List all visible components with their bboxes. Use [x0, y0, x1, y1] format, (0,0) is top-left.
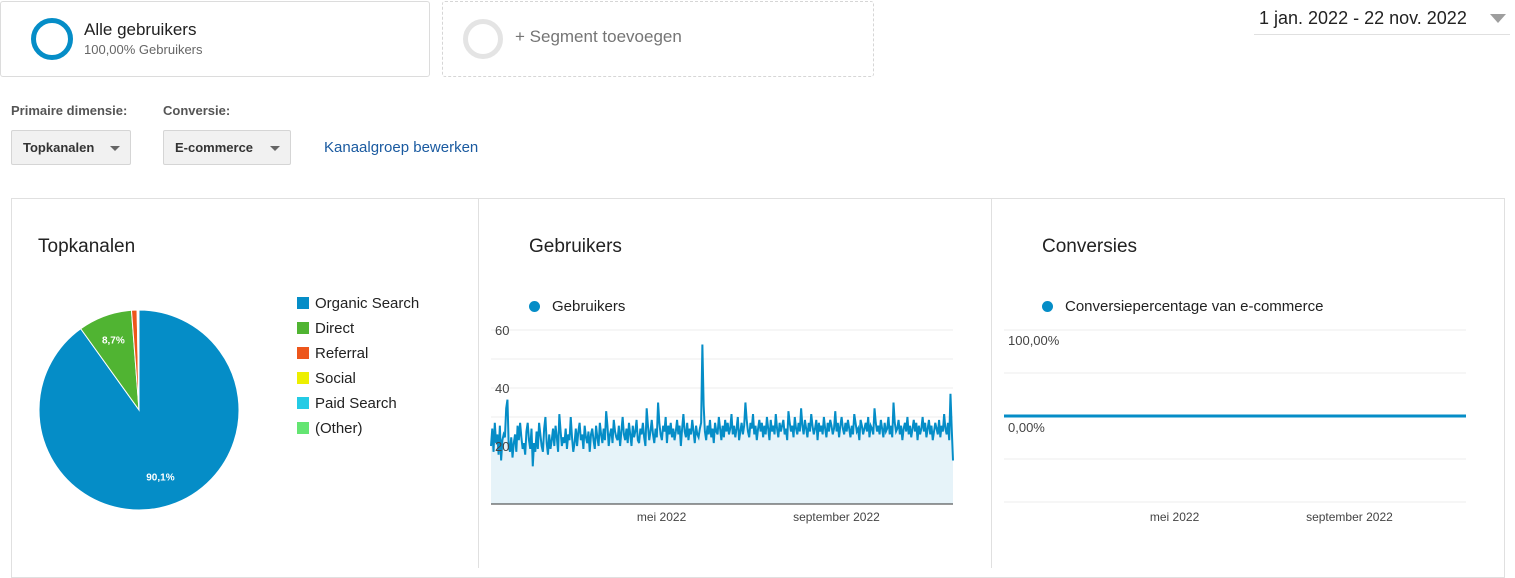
empty-segment-ring-icon	[463, 19, 503, 59]
legend-swatch-icon	[297, 372, 309, 384]
y-tick-label: 60	[495, 323, 509, 338]
legend-label: Organic Search	[315, 295, 420, 312]
pie-label-organic-search: 90,1%	[146, 473, 174, 484]
gebruikers-title: Gebruikers	[529, 236, 622, 257]
date-range-picker[interactable]: 1 jan. 2022 - 22 nov. 2022	[1254, 6, 1510, 35]
conversion-label: Conversie:	[163, 103, 231, 118]
legend-label: Referral	[315, 345, 369, 362]
conversies-line-chart: 100,00% 0,00% mei 2022 september 2022	[1004, 329, 1466, 524]
x-tick-label: mei 2022	[1150, 510, 1200, 524]
segment-ring-icon	[31, 18, 73, 60]
add-segment-card[interactable]: + Segment toevoegen	[442, 1, 874, 77]
topkanalen-pie-chart: 90,1% 8,7%	[38, 309, 240, 511]
gebruikers-legend-label: Gebruikers	[552, 298, 626, 315]
chevron-down-icon	[1490, 14, 1506, 23]
gebruikers-area-fill	[491, 344, 953, 504]
y-tick-label: 40	[495, 381, 509, 396]
series-dot-icon	[1042, 301, 1053, 312]
pie-label-direct: 8,7%	[102, 336, 125, 347]
date-range-text: 1 jan. 2022 - 22 nov. 2022	[1259, 8, 1467, 28]
segment-card-all-users[interactable]: Alle gebruikers 100,00% Gebruikers	[0, 1, 430, 77]
primary-dimension-value: Topkanalen	[23, 140, 95, 155]
legend-swatch-icon	[297, 397, 309, 409]
primary-dimension-dropdown[interactable]: Topkanalen	[11, 130, 131, 165]
add-segment-button[interactable]: + Segment toevoegen	[515, 27, 682, 46]
x-tick-label: september 2022	[793, 510, 880, 524]
primary-dimension-label: Primaire dimensie:	[11, 103, 128, 118]
pie-slice-other[interactable]	[137, 309, 140, 411]
y-tick-label: 0,00%	[1008, 420, 1045, 435]
series-dot-icon	[529, 301, 540, 312]
edit-channel-group-link[interactable]: Kanaalgroep bewerken	[324, 139, 479, 156]
topkanalen-title: Topkanalen	[38, 236, 136, 257]
segment-subtitle: 100,00% Gebruikers	[84, 42, 203, 57]
gebruikers-series-line[interactable]	[490, 344, 954, 467]
legend-label: Paid Search	[315, 395, 397, 412]
y-tick-label: 20	[495, 439, 509, 454]
y-tick-label: 100,00%	[1008, 333, 1060, 348]
conversies-title: Conversies	[1042, 236, 1138, 257]
gebruikers-line-chart: 20 40 60 mei 2022 september 2022	[490, 323, 954, 524]
legend-label: Social	[315, 370, 356, 387]
segment-title: Alle gebruikers	[84, 20, 197, 39]
legend-swatch-icon	[297, 322, 309, 334]
x-tick-label: september 2022	[1306, 510, 1393, 524]
x-tick-label: mei 2022	[637, 510, 687, 524]
conversion-value: E-commerce	[175, 140, 254, 155]
chevron-down-icon	[110, 146, 120, 151]
legend-label: Direct	[315, 320, 355, 337]
chevron-down-icon	[270, 146, 280, 151]
legend-swatch-icon	[297, 297, 309, 309]
panel-divider	[991, 198, 992, 568]
legend-swatch-icon	[297, 422, 309, 434]
conversion-dropdown[interactable]: E-commerce	[163, 130, 291, 165]
panel-divider	[478, 198, 479, 568]
legend-swatch-icon	[297, 347, 309, 359]
legend-label: (Other)	[315, 420, 363, 437]
conversies-legend-label: Conversiepercentage van e-commerce	[1065, 298, 1324, 315]
